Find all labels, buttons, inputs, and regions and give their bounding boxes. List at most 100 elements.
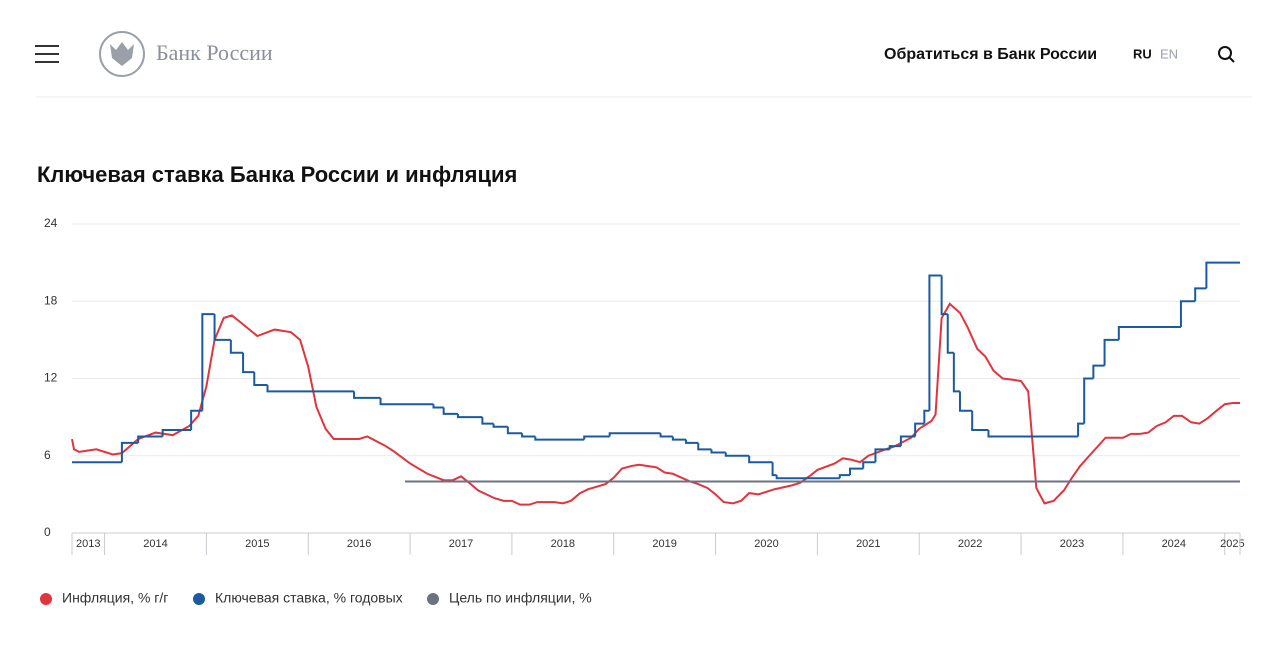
menu-bar: [35, 45, 59, 47]
key-rate-step: [659, 433, 673, 438]
legend-swatch: [193, 593, 205, 605]
key-rate-step: [201, 313, 215, 411]
legend-item[interactable]: Цель по инфляции, %: [427, 590, 592, 606]
key-rate-step: [506, 426, 523, 435]
key-rate-step: [1194, 287, 1207, 302]
legend-swatch: [427, 593, 439, 605]
x-tick-label: 2013: [76, 538, 100, 550]
x-tick-label: 2017: [449, 538, 473, 550]
key-rate-step: [442, 407, 458, 415]
x-tick-label: 2021: [856, 538, 880, 550]
menu-bar: [35, 61, 59, 63]
x-tick-label: 2024: [1162, 538, 1186, 550]
key-rate-step: [914, 422, 925, 437]
key-rate-step: [724, 452, 750, 457]
x-tick-label: 2016: [347, 538, 371, 550]
key-rate-step: [190, 409, 203, 430]
key-rate-step: [534, 436, 585, 441]
key-rate-step: [685, 439, 699, 444]
key-rate-step: [521, 433, 536, 438]
key-rate-step: [1205, 261, 1240, 289]
key-rate-step: [928, 274, 942, 411]
key-rate-step: [161, 429, 192, 437]
y-tick-label: 12: [44, 371, 58, 385]
x-tick-label: 2019: [652, 538, 676, 550]
x-tick-label: 2015: [245, 538, 269, 550]
logo-eagle: [110, 42, 134, 66]
key-rate-step: [379, 397, 434, 406]
key-rate-step: [958, 391, 973, 412]
key-rate-step: [432, 404, 444, 409]
key-rate-step: [923, 409, 930, 424]
y-tick-label: 18: [44, 293, 58, 307]
legend-item[interactable]: Инфляция, % г/г: [40, 590, 168, 606]
legend-label: Цель по инфляции, %: [449, 590, 592, 606]
y-tick-label: 24: [44, 216, 58, 230]
legend-label: Ключевая ставка, % годовых: [215, 590, 403, 606]
key-rate-step: [771, 462, 777, 477]
key-rate-step: [1179, 300, 1196, 327]
key-rate-step: [1117, 326, 1181, 340]
key-rate-step: [899, 435, 916, 447]
key-rate-step: [671, 436, 687, 441]
key-rate-step: [862, 461, 876, 469]
menu-button[interactable]: [35, 45, 59, 63]
contact-link[interactable]: Обратиться в Банк России: [884, 46, 1097, 63]
key-rate-step: [1103, 338, 1119, 366]
key-rate-step: [952, 352, 960, 393]
x-tick-label: 2018: [551, 538, 575, 550]
key-rate-step: [1092, 364, 1105, 379]
key-rate-step: [775, 475, 840, 480]
brand: Банк России: [156, 40, 273, 65]
key-rate-step: [888, 445, 901, 450]
y-tick-label: 0: [44, 525, 51, 539]
legend-item[interactable]: Ключевая ставка, % годовых: [193, 590, 403, 606]
key-rate-step: [838, 474, 850, 479]
key-rate-step: [874, 448, 890, 463]
key-rate-step: [848, 467, 864, 476]
key-rate-step: [946, 314, 954, 354]
key-rate-step: [242, 352, 255, 374]
x-tick-label: 2023: [1060, 538, 1084, 550]
search-handle: [1228, 56, 1235, 63]
key-rate-step: [492, 423, 508, 428]
key-rate-step: [697, 442, 712, 451]
x-tick-label: 2014: [143, 538, 167, 550]
key-rate-step: [120, 441, 139, 463]
logo-ring: [99, 31, 145, 77]
search-lens: [1218, 46, 1232, 60]
key-rate-step: [1077, 422, 1085, 437]
key-rate-step: [748, 455, 773, 464]
key-rate-step: [987, 430, 1079, 438]
key-rate-step: [583, 435, 610, 440]
legend-swatch: [40, 593, 52, 605]
key-rate-step: [456, 413, 483, 419]
chart-title: Ключевая ставка Банка России и инфляция: [37, 162, 517, 187]
key-rate-step: [266, 384, 355, 393]
key-rate-step: [481, 417, 494, 425]
x-tick-label: 2022: [958, 538, 982, 550]
plot: 0 6 12 18 24 2013 2014 2015 2016 2017 2018 2019 2020…: [44, 216, 1245, 555]
y-tick-label: 6: [44, 448, 51, 462]
key-rate-step: [1083, 377, 1094, 424]
x-tick-label: 2020: [754, 538, 778, 550]
lang-en[interactable]: EN: [1160, 46, 1178, 61]
key-rate-step: [353, 391, 381, 399]
menu-bar: [35, 53, 59, 55]
logo[interactable]: Банк России: [99, 31, 273, 77]
key-rate-step: [710, 449, 726, 454]
key-rate-step: [137, 435, 163, 443]
legend-label: Инфляция, % г/г: [62, 590, 168, 606]
key-rate-step: [608, 432, 661, 437]
key-rate-step: [971, 410, 989, 431]
search-button[interactable]: [1218, 46, 1235, 63]
key-rate-step: [213, 314, 231, 341]
key-rate-step: [229, 339, 244, 354]
lang-ru[interactable]: RU: [1133, 46, 1152, 61]
key-rate-step: [940, 275, 948, 316]
series-line: [71, 302, 1240, 506]
x-tick-label: 2025: [1220, 538, 1244, 550]
key-rate-step: [253, 372, 268, 386]
